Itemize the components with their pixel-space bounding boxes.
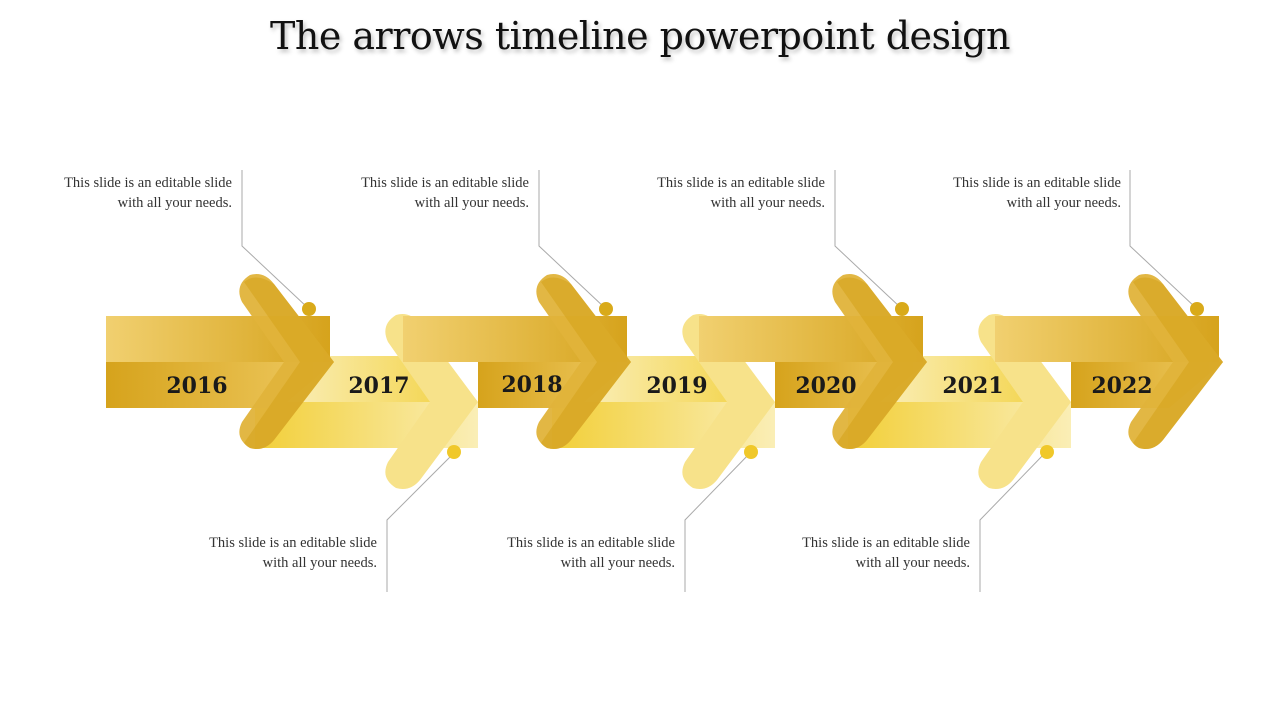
marker-dot [1190, 302, 1204, 316]
year-label: 2017 [348, 373, 409, 399]
leader-lines [241, 170, 1197, 592]
leader-line [241, 170, 309, 309]
leader-line [684, 451, 752, 592]
slide-title: The arrows timeline powerpoint design [270, 14, 1010, 58]
leader-line [834, 170, 902, 309]
year-label: 2016 [166, 373, 227, 399]
leader-line [979, 451, 1047, 592]
leader-line [386, 451, 456, 592]
year-label: 2019 [646, 373, 707, 399]
leader-line [538, 170, 606, 309]
leader-line [1129, 170, 1197, 309]
arrow-2016 [106, 274, 334, 449]
year-label: 2022 [1091, 373, 1152, 399]
marker-dot [302, 302, 316, 316]
note-2021: This slide is an editable slide with all… [802, 535, 970, 571]
year-label: 2021 [942, 373, 1003, 399]
marker-dot [744, 445, 758, 459]
note-2017: This slide is an editable slide with all… [209, 535, 377, 571]
year-label: 2020 [795, 373, 856, 399]
arrow-2021 [848, 314, 1071, 489]
marker-dots [302, 302, 1204, 459]
marker-dot [1040, 445, 1054, 459]
arrow-2020 [699, 274, 927, 449]
note-2018: This slide is an editable slide with all… [361, 175, 529, 211]
year-label: 2018 [501, 372, 562, 398]
note-2020: This slide is an editable slide with all… [657, 175, 825, 211]
note-2016: This slide is an editable slide with all… [64, 175, 232, 211]
arrow-2022 [995, 274, 1223, 449]
note-2022: This slide is an editable slide with all… [953, 175, 1121, 211]
marker-dot [895, 302, 909, 316]
marker-dot [599, 302, 613, 316]
note-2019: This slide is an editable slide with all… [507, 535, 675, 571]
marker-dot [447, 445, 461, 459]
arrow-2018 [403, 274, 631, 449]
